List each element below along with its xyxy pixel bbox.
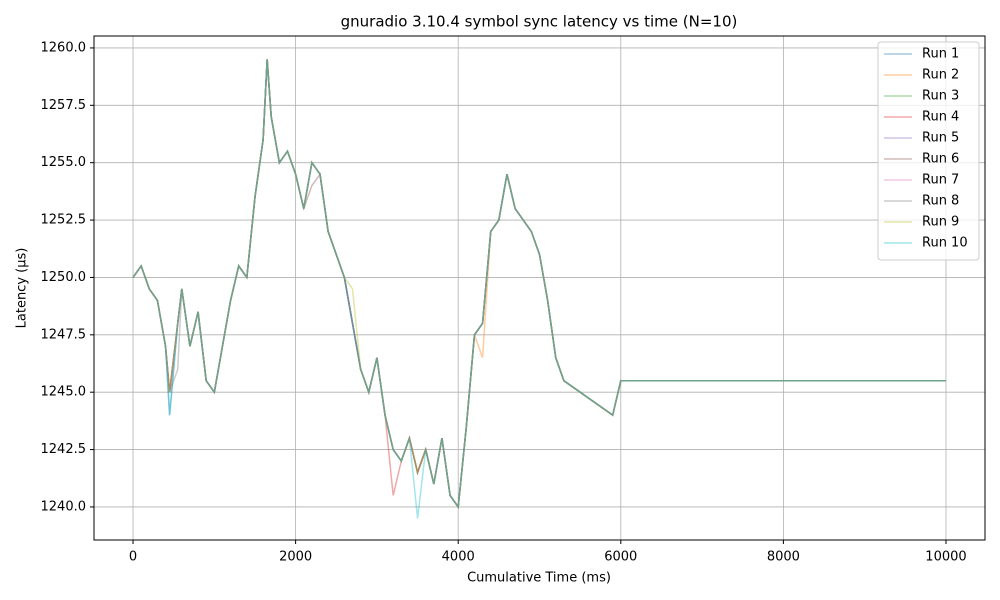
series-line bbox=[132, 59, 946, 510]
legend-label: Run 8 bbox=[922, 194, 959, 209]
y-tick-label: 1252.5 bbox=[41, 213, 87, 228]
series-line bbox=[132, 59, 946, 510]
y-tick-label: 1250.0 bbox=[41, 270, 87, 285]
legend: Run 1 Run 2 Run 3 Run 4 Run 5 Run 6 Run 7 Run 8… bbox=[877, 41, 980, 261]
chart-title: gnuradio 3.10.4 symbol sync latency vs t… bbox=[341, 13, 738, 31]
legend-label: Run 1 bbox=[922, 47, 959, 62]
series-line bbox=[132, 59, 946, 510]
legend-label: Run 3 bbox=[922, 89, 959, 104]
x-axis-label: Cumulative Time (ms) bbox=[467, 571, 611, 586]
series-line bbox=[132, 59, 946, 510]
series-line bbox=[132, 59, 946, 510]
x-tick-label: 10000 bbox=[925, 550, 966, 565]
legend-box bbox=[877, 41, 980, 261]
y-tick-label: 1247.5 bbox=[41, 327, 87, 342]
x-tick-label: 8000 bbox=[767, 550, 800, 565]
series-line bbox=[132, 59, 946, 519]
series-line bbox=[132, 59, 946, 510]
legend-label: Run 6 bbox=[922, 152, 959, 167]
y-tick-label: 1245.0 bbox=[41, 385, 87, 400]
y-tick-label: 1257.5 bbox=[41, 98, 87, 113]
legend-label: Run 4 bbox=[922, 110, 959, 125]
legend-label: Run 9 bbox=[922, 215, 959, 230]
series-line bbox=[132, 59, 946, 510]
x-tick-label: 2000 bbox=[279, 550, 312, 565]
series-line bbox=[132, 59, 946, 510]
x-tick-label: 6000 bbox=[604, 550, 637, 565]
legend-label: Run 7 bbox=[922, 173, 959, 188]
x-tick-label: 0 bbox=[129, 550, 137, 565]
y-tick-label: 1260.0 bbox=[41, 40, 87, 55]
x-tick-label: 4000 bbox=[442, 550, 475, 565]
y-tick-label: 1240.0 bbox=[41, 499, 87, 514]
y-axis-label: Latency (µs) bbox=[15, 248, 30, 329]
y-tick-label: 1242.5 bbox=[41, 442, 87, 457]
plot-frame bbox=[93, 35, 986, 541]
legend-label: Run 5 bbox=[922, 131, 959, 146]
legend-label: Run 10 bbox=[922, 236, 968, 251]
legend-label: Run 2 bbox=[922, 68, 959, 83]
series-line bbox=[132, 59, 946, 510]
y-tick-label: 1255.0 bbox=[41, 155, 87, 170]
